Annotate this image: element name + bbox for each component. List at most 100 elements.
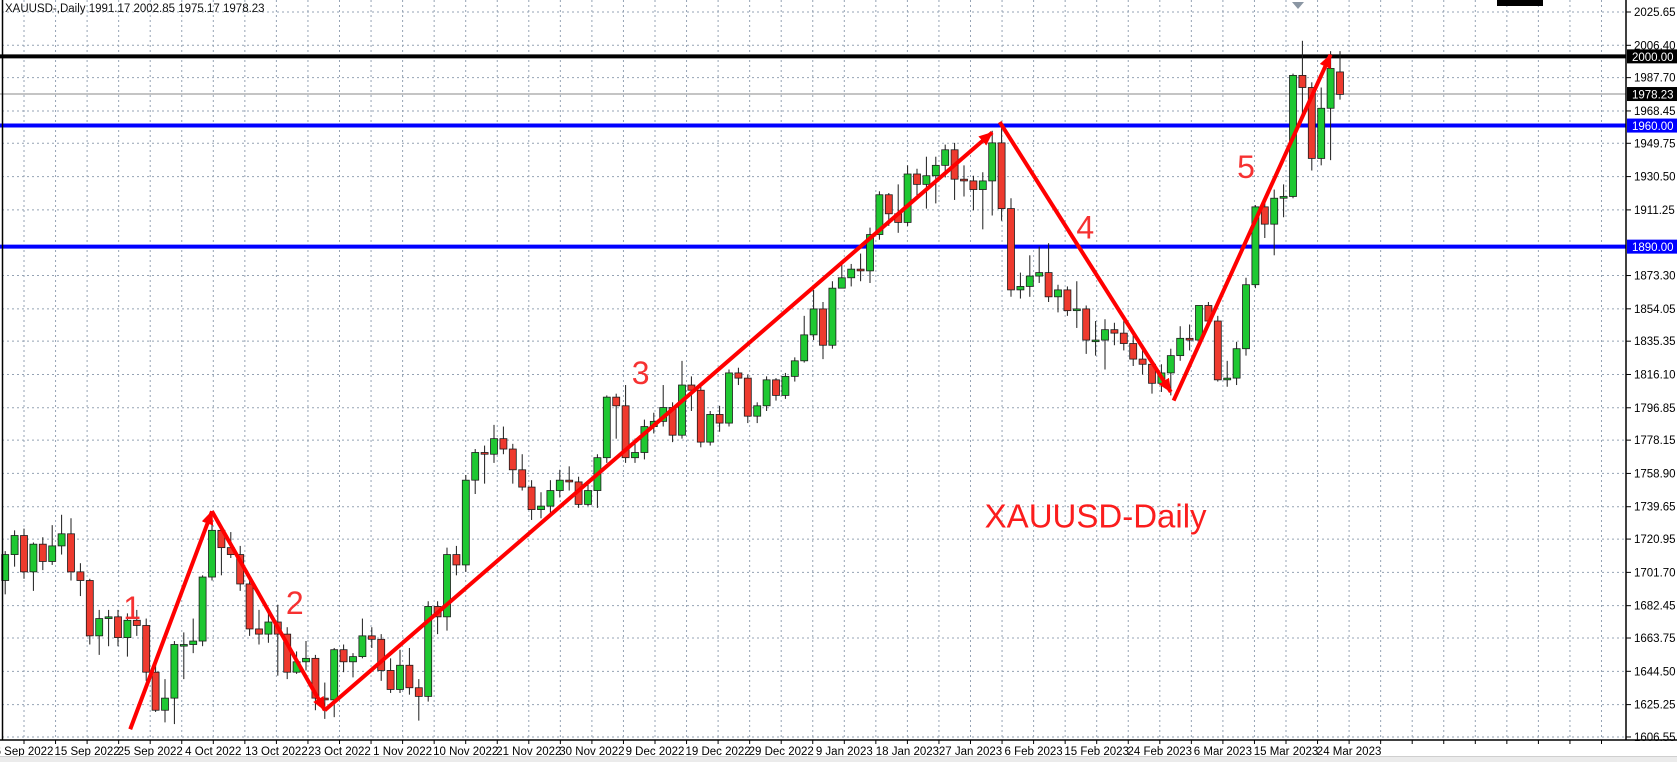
date-axis-label: 15 Mar 2023	[1254, 746, 1319, 758]
candle	[1232, 348, 1241, 379]
date-axis-label: 27 Jan 2023	[939, 746, 1002, 758]
candle	[969, 180, 978, 190]
candle	[1176, 337, 1185, 357]
candle	[743, 377, 752, 417]
candle	[1044, 272, 1053, 298]
candle	[490, 438, 498, 455]
candle	[330, 649, 339, 701]
candle	[1223, 377, 1232, 381]
candle	[57, 533, 66, 547]
date-axis-label: 1 Nov 2022	[373, 746, 432, 758]
candle	[1166, 355, 1175, 374]
date-axis-label: 19 Dec 2022	[685, 746, 750, 758]
window-bottom-edge	[0, 756, 1677, 762]
price-axis-label: 1739.65	[1634, 502, 1676, 514]
wave-label-2[interactable]: 2	[286, 585, 304, 621]
candle	[696, 389, 705, 443]
date-axis-label: 6 Mar 2023	[1194, 746, 1252, 758]
date-axis-label: 9 Jan 2023	[816, 746, 873, 758]
candle	[922, 175, 931, 185]
wave-label-5[interactable]: 5	[1237, 149, 1255, 185]
date-axis-label: 18 Jan 2023	[876, 746, 939, 758]
candle	[997, 142, 1006, 209]
wave-trendline[interactable]	[998, 121, 1173, 394]
candle	[753, 405, 762, 417]
candle	[1279, 196, 1288, 199]
wave-label-4[interactable]: 4	[1076, 210, 1094, 246]
candle	[377, 638, 386, 671]
candle	[884, 194, 893, 215]
candle	[424, 606, 433, 697]
wave-label-3[interactable]: 3	[632, 355, 650, 391]
candle	[790, 360, 799, 377]
candle	[1129, 343, 1138, 360]
elliott-wave-annotations[interactable]: 1 2 3 4 5 XAUUSD-Daily	[123, 53, 1333, 730]
price-tag-text: 1978.23	[1632, 90, 1674, 102]
price-axis-label: 1835.35	[1634, 336, 1676, 348]
candle	[828, 287, 837, 346]
chart-shift-marker[interactable]	[1292, 2, 1304, 9]
price-axis-label: 1625.25	[1634, 700, 1676, 712]
candle	[1251, 206, 1260, 286]
candle	[602, 396, 611, 459]
candle	[584, 490, 592, 505]
price-axis-label: 1606.55	[1634, 732, 1676, 744]
price-tag	[1627, 118, 1677, 133]
candle	[142, 625, 151, 673]
candle	[1298, 74, 1307, 88]
wave-label-1[interactable]: 1	[123, 590, 141, 626]
price-axis-label: 1796.85	[1634, 403, 1676, 415]
candle	[255, 628, 263, 635]
candle	[1082, 308, 1091, 341]
candle	[20, 535, 28, 573]
candle	[1185, 337, 1194, 341]
price-tag	[1627, 87, 1677, 102]
candle	[339, 649, 348, 663]
candle	[555, 479, 564, 491]
candle	[1054, 289, 1062, 298]
wave-trendline[interactable]	[323, 130, 994, 712]
candle	[414, 687, 423, 697]
candle	[123, 619, 132, 638]
wave-trendline[interactable]	[1171, 53, 1333, 402]
symbol-watermark: XAUUSD-Daily	[985, 497, 1207, 534]
candle	[1091, 339, 1100, 343]
candle	[1270, 197, 1279, 225]
candle	[386, 670, 395, 690]
candle	[706, 414, 715, 443]
horizontal-level-lines[interactable]	[0, 54, 1626, 249]
candle	[358, 635, 367, 658]
candle	[1326, 68, 1335, 109]
date-axis-label: 4 Oct 2022	[185, 746, 241, 758]
candle	[508, 448, 517, 471]
candle	[837, 277, 846, 289]
candle	[349, 656, 357, 663]
candle	[678, 384, 686, 436]
price-axis-label: 1720.95	[1634, 534, 1676, 546]
date-axis-label: 25 Sep 2022	[118, 746, 183, 758]
candle	[367, 635, 376, 640]
date-axis-label: 24 Feb 2023	[1128, 746, 1193, 758]
price-axis-label: 1778.15	[1634, 435, 1676, 447]
candle	[1007, 208, 1015, 291]
candle	[1110, 329, 1119, 334]
price-tag	[1627, 49, 1677, 64]
candle	[1317, 107, 1326, 159]
price-axis-label: 1930.50	[1634, 172, 1676, 184]
candle	[499, 438, 508, 450]
candle	[1, 554, 10, 581]
date-axis-label: 30 Nov 2022	[559, 746, 624, 758]
candle	[781, 375, 790, 396]
candle	[198, 576, 207, 642]
wave-trendline[interactable]	[210, 510, 327, 712]
candle	[640, 426, 649, 453]
candle	[941, 149, 950, 166]
price-axis-label: 1873.30	[1634, 271, 1676, 283]
date-axis-label: 23 Oct 2022	[308, 746, 371, 758]
candle	[104, 616, 113, 619]
candle	[302, 657, 310, 663]
wave-trendline[interactable]	[128, 510, 214, 730]
candle	[866, 234, 874, 272]
